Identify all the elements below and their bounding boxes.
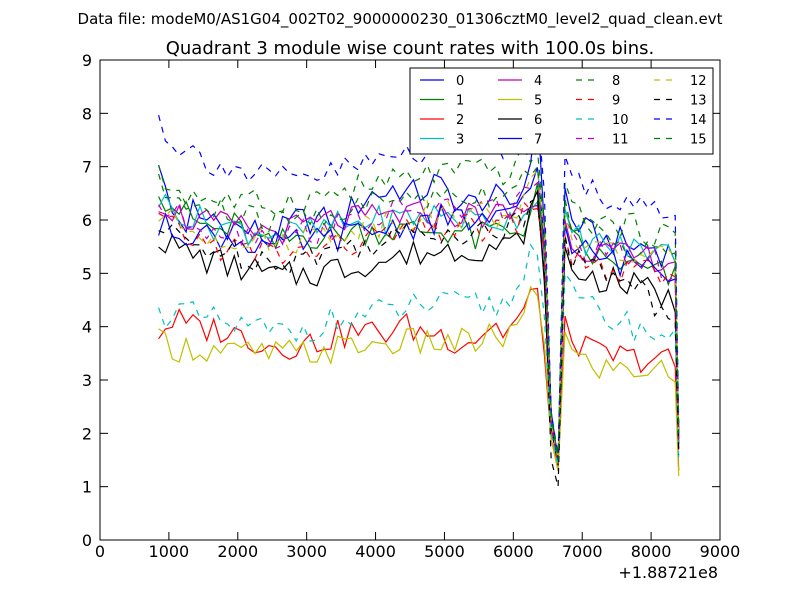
y-tick-label: 6: [82, 211, 92, 230]
y-tick-label: 1: [82, 478, 92, 497]
legend-label-10: 10: [612, 113, 629, 128]
series-line-4: [158, 200, 680, 461]
legend-label-15: 15: [690, 133, 707, 148]
legend-label-9: 9: [612, 94, 620, 109]
legend-label-3: 3: [456, 133, 464, 148]
x-tick-label: 3000: [286, 542, 327, 561]
legend-label-14: 14: [690, 113, 707, 128]
legend-label-13: 13: [690, 94, 707, 109]
series-line-10: [158, 243, 680, 466]
legend-label-4: 4: [534, 74, 542, 89]
legend-label-0: 0: [456, 74, 464, 89]
legend-label-1: 1: [456, 94, 464, 109]
series-line-9: [158, 201, 680, 466]
legend-label-11: 11: [612, 133, 629, 148]
series-line-11: [158, 181, 680, 461]
y-tick-label: 3: [82, 371, 92, 390]
legend-label-12: 12: [690, 74, 707, 89]
legend-box: [409, 67, 714, 155]
y-tick-label: 7: [82, 158, 92, 177]
legend-label-7: 7: [534, 133, 542, 148]
plot-area: [158, 106, 680, 487]
x-tick-label: 2000: [217, 542, 258, 561]
x-tick-label: 9000: [700, 542, 741, 561]
legend-label-8: 8: [612, 74, 620, 89]
x-tick-label: 1000: [149, 542, 190, 561]
x-tick-label: 6000: [493, 542, 534, 561]
axis-ticks: 0 1000 2000 3000 4000 5000 6000 7000 8000 9000012…: [82, 51, 741, 561]
series-line-0: [158, 106, 680, 461]
chart-title: Quadrant 3 module wise count rates with …: [166, 38, 655, 59]
y-tick-label: 0: [82, 531, 92, 550]
y-tick-label: 2: [82, 424, 92, 443]
x-offset-label: +1.88721e8: [618, 563, 718, 582]
x-tick-label: 8000: [631, 542, 672, 561]
series-line-15: [158, 165, 680, 461]
suptitle: Data file: modeM0/AS1G04_002T02_90000002…: [78, 10, 723, 29]
y-tick-label: 4: [82, 318, 92, 337]
y-tick-label: 5: [82, 264, 92, 283]
plot-frame: [99, 59, 721, 541]
x-tick-label: 7000: [562, 542, 603, 561]
series-line-2: [158, 287, 680, 471]
series-line-5: [158, 285, 680, 477]
legend-label-6: 6: [534, 113, 542, 128]
x-tick-label: 0: [95, 542, 105, 561]
y-tick-label: 9: [82, 51, 92, 70]
series-line-12: [158, 169, 680, 461]
x-tick-label: 5000: [424, 542, 465, 561]
series-line-6: [158, 188, 680, 466]
series-line-7: [158, 167, 680, 461]
legend-label-5: 5: [534, 94, 542, 109]
x-tick-label: 4000: [355, 542, 396, 561]
series-line-1: [158, 183, 680, 466]
series-line-8: [158, 146, 680, 455]
series-line-13: [158, 197, 680, 487]
legend-label-2: 2: [456, 113, 464, 128]
y-tick-label: 8: [82, 104, 92, 123]
series-line-14: [158, 108, 680, 461]
series-line-3: [158, 193, 680, 461]
